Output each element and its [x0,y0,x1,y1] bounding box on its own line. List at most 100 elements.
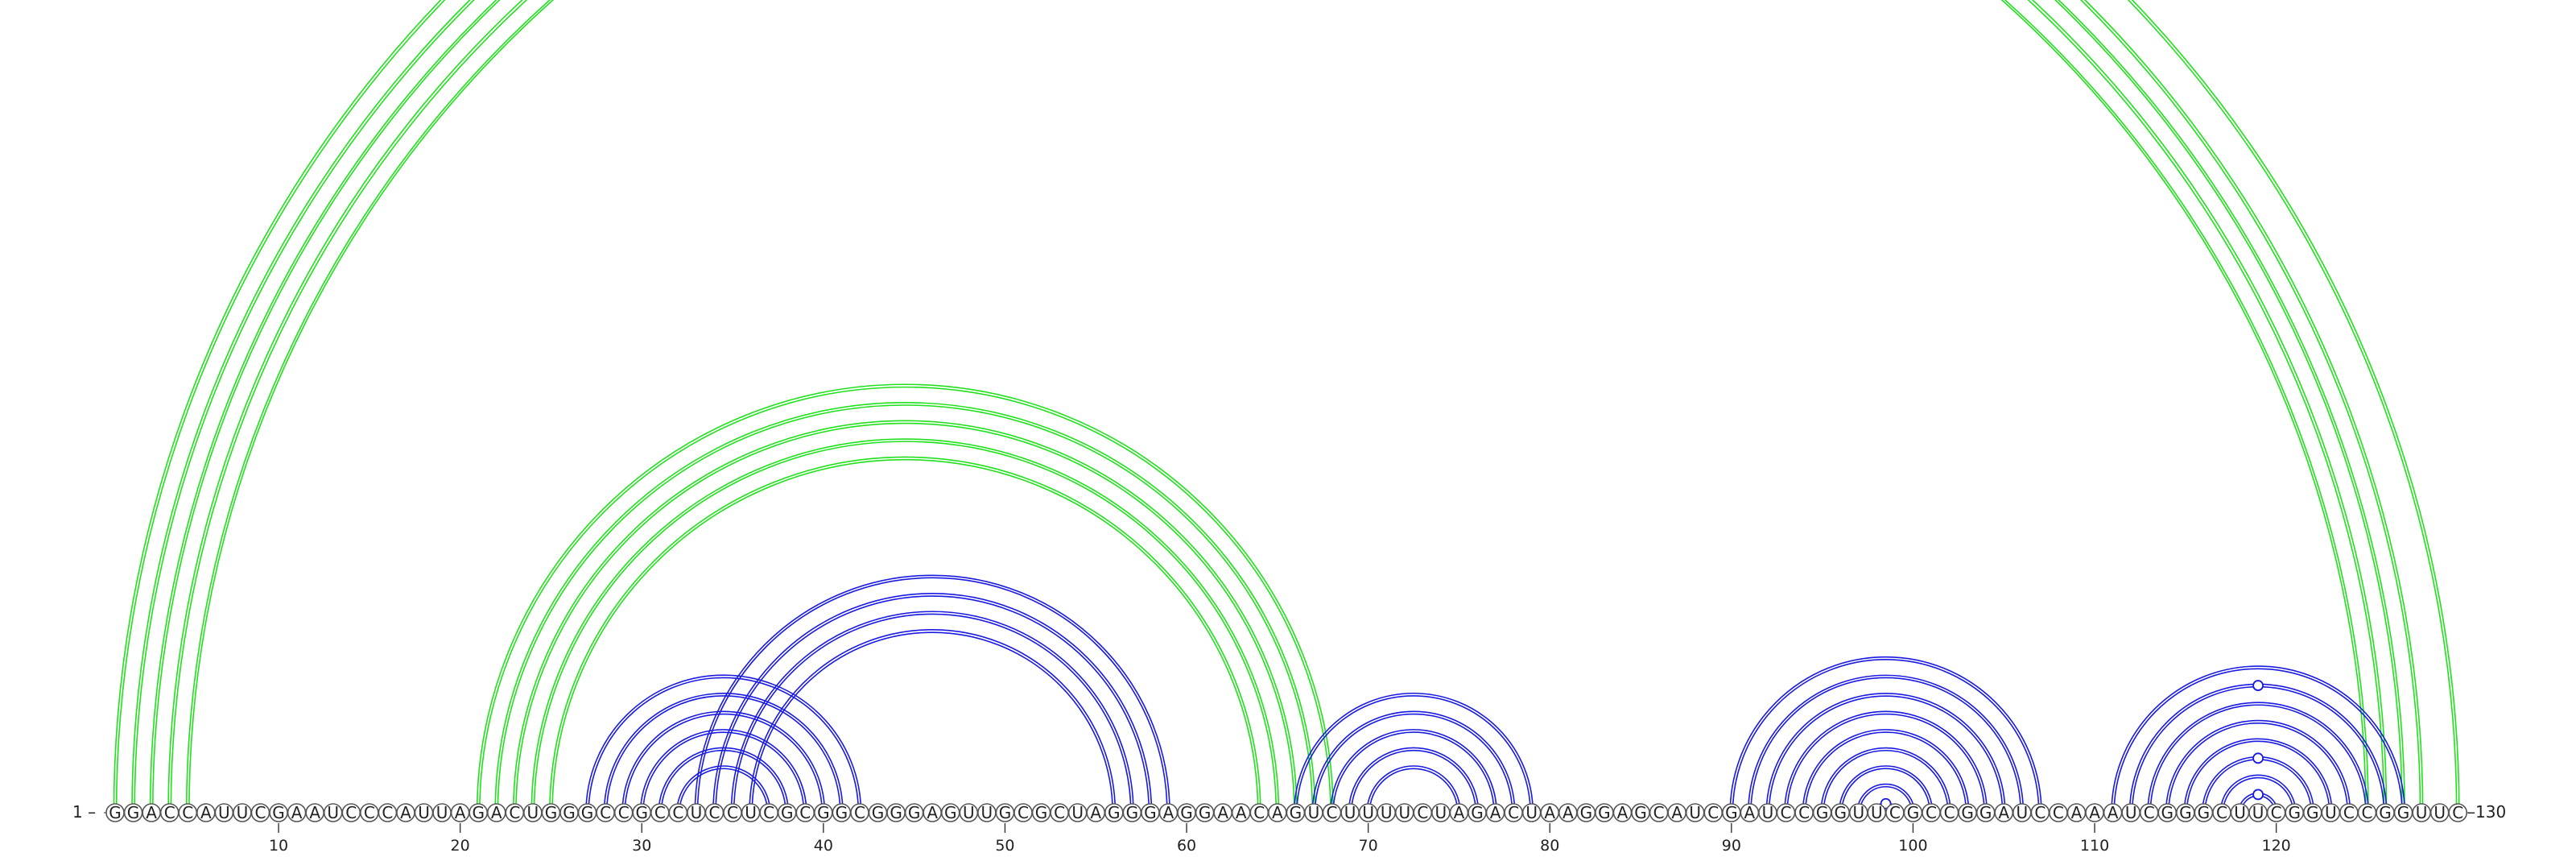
nucleotide-28: C [596,803,615,822]
nucleotide-77: A [1485,803,1505,822]
inner-arc-33-59 [694,574,1170,814]
nucleotide-99: C [1885,803,1905,822]
nucleotide-letter: A [2089,803,2100,822]
inner-arc-31-38 [660,749,786,814]
nucleotide-letter: G [944,803,957,822]
nucleotide-letter: G [1144,803,1157,822]
nucleotide-letter: U [1525,803,1538,822]
tick-20: 20 [451,823,470,855]
nucleotide-letter: A [1454,803,1465,822]
tick-110: 110 [2080,823,2109,855]
nucleotide-120: C [2266,803,2286,822]
nucleotide-letter: C [1508,803,1519,822]
inner-arc-30-39 [642,731,805,814]
nucleotide-letter: U [1689,803,1701,822]
nucleotide-letter: C [727,803,738,822]
nucleotide-33: U [687,803,706,822]
nucleotide-letter: C [799,803,811,822]
inner-arc-32-37 [675,765,771,814]
nucleotide-4: C [159,803,180,822]
outer-arc-23-66 [515,422,1295,814]
inner-arc-111-127 [2111,665,2405,814]
nucleotide-letter: U [327,803,339,822]
nucleotide-letter: U [1381,803,1393,822]
nucleotide-letter: C [382,803,393,822]
nucleotide-letter: G [2161,803,2174,822]
outer-arc-5-125 [185,0,2369,814]
nucleotide-117: C [2212,803,2231,822]
tick-label: 40 [814,837,833,855]
nucleotide-letter: G [127,803,140,822]
nucleotide-64: C [1249,803,1269,822]
nucleotide-9: C [250,803,270,822]
nucleotide-52: G [1031,803,1051,822]
inner-arc-97-100 [1856,783,1915,814]
inner-arc-27-42 [588,677,860,814]
inner-arc-95-102 [1823,749,1949,814]
nucleotide-letter: C [1889,803,1901,822]
nucleotide-6: A [196,803,216,822]
nucleotide-17: A [396,803,415,822]
nucleotide-23: C [505,803,525,822]
tick-70: 70 [1359,823,1378,855]
nucleotide-49: U [977,803,997,822]
tick-label: 100 [1898,837,1927,855]
nucleotide-letter: U [2016,803,2028,822]
nucleotide-1: G [105,803,125,822]
nucleotide-letter: C [1018,803,1029,822]
nucleotide-letter: C [1417,803,1428,822]
nucleotide-letter: G [109,803,122,822]
nucleotide-58: G [1141,803,1160,822]
nucleotide-116: G [2194,803,2214,822]
nucleotide-letter: C [2343,803,2355,822]
nucleotide-letter: A [1617,803,1629,822]
nucleotide-31: C [650,803,670,822]
nucleotide-letter: G [2288,803,2301,822]
nucleotide-letter: U [745,803,757,822]
nucleotide-letter: G [908,803,921,822]
nucleotide-letter: G [1126,803,1139,822]
nucleotide-letter: G [2397,803,2410,822]
inner-arc-33-59 [696,577,1168,814]
inner-arc-27-42 [585,674,862,814]
nucleotide-letter: A [1217,803,1228,822]
nucleotide-letter: U [1762,803,1774,822]
nucleotide-88: U [1685,803,1705,822]
nucleotide-70: U [1358,803,1378,822]
nucleotide-letter: C [1653,803,1665,822]
nucleotide-106: U [2013,803,2032,822]
nucleotide-109: A [2066,803,2087,822]
nucleotide-60: G [1177,803,1196,822]
nucleotide-128: U [2412,803,2431,822]
arc-apex-marker [2252,789,2264,801]
outer-arc-4-126 [167,0,2388,814]
outer-arc-3-127 [149,0,2405,814]
nucleotide-124: C [2339,803,2359,822]
nucleotide-letter: U [1308,803,1320,822]
nucleotide-letter: A [491,803,502,822]
nucleotide-letter: C [1253,803,1265,822]
nucleotide-15: C [360,803,379,822]
nucleotide-letter: U [981,803,993,822]
inner-arc-92-105 [1765,692,2006,814]
nucleotide-21: G [469,803,489,822]
nucleotide-126: G [2376,803,2395,822]
nucleotide-letter: U [237,803,249,822]
nucleotide-94: C [1794,803,1814,822]
nucleotide-letter: C [1944,803,1955,822]
nucleotide-letter: G [1180,803,1193,822]
nucleotide-letter: G [2306,803,2319,822]
nucleotide-10: G [269,803,288,822]
nucleotide-118: U [2230,803,2250,822]
nucleotide-letter: C [182,803,193,822]
nucleotide-letter: U [1435,803,1447,822]
nucleotide-letter: A [1090,803,1101,822]
nucleotide-79: U [1521,803,1542,822]
nucleotide-letter: C [2216,803,2227,822]
nucleotide-letter: A [455,803,466,822]
inner-arc-114-124 [2165,719,2351,814]
nucleotide-letter: G [890,803,902,822]
nucleotide-11: A [287,803,307,822]
inner-arc-29-40 [624,713,824,814]
